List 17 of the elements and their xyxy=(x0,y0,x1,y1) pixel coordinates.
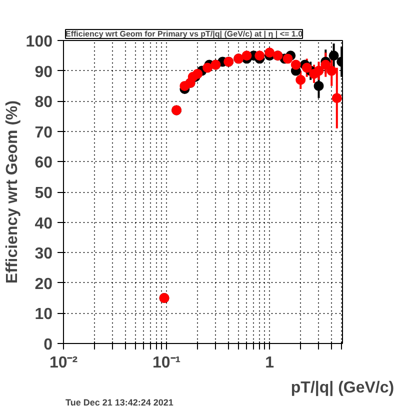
y-tick-label: 30 xyxy=(34,246,53,263)
x-tick-label: 10⁻¹ xyxy=(152,354,181,372)
y-tick-label: 40 xyxy=(34,215,53,232)
y-tick-label: 70 xyxy=(34,124,53,142)
y-tick-label: 0 xyxy=(44,336,53,354)
x-axis-title: pT/|q| (GeV/c) xyxy=(290,380,394,396)
x-tick-label: 1 xyxy=(265,354,274,372)
x-tick-label: 10⁻² xyxy=(49,354,78,372)
y-axis-title: Efficiency wrt Geom (%) xyxy=(4,100,21,284)
y-tick-label: 90 xyxy=(34,64,53,81)
y-tick-label: 10 xyxy=(34,306,53,324)
y-tick-label: 60 xyxy=(34,154,53,172)
y-tick-label: 100 xyxy=(26,34,53,50)
text: Tue Dec 21 13:42:24 2021 xyxy=(66,398,174,408)
y-tick-label: 80 xyxy=(34,94,53,112)
y-tick-label: 20 xyxy=(34,276,53,293)
y-tick-label: 50 xyxy=(34,185,53,202)
